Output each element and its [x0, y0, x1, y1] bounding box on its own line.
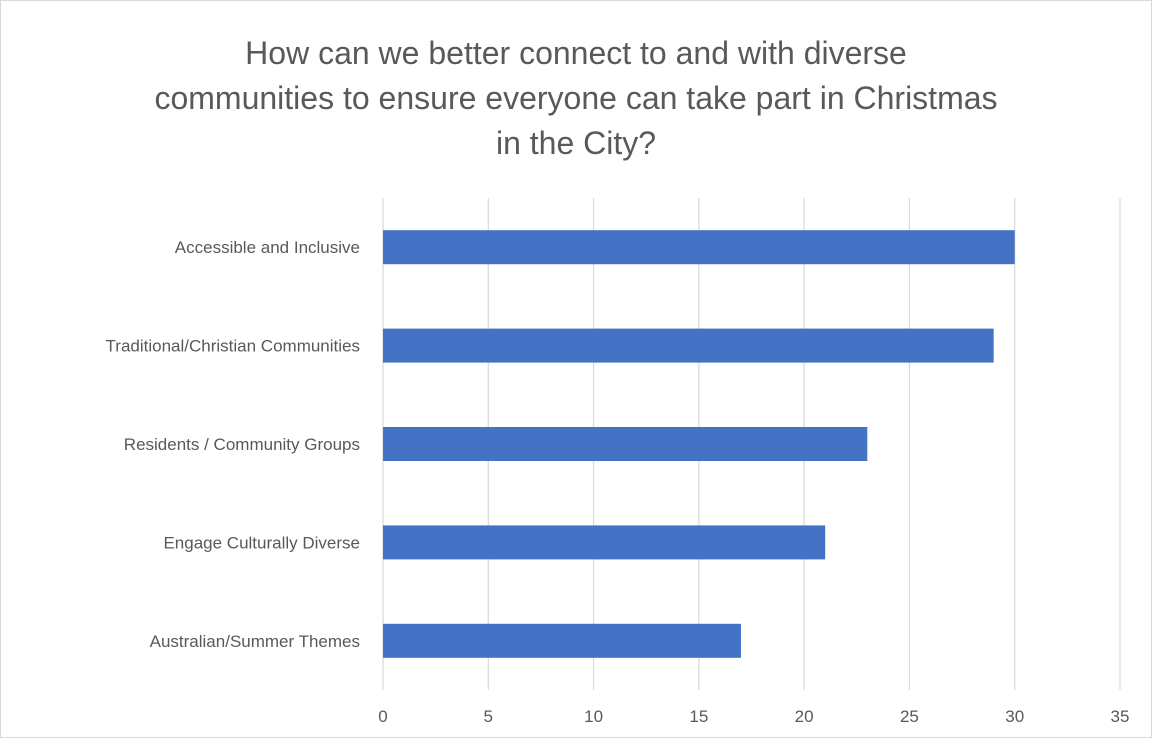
category-label: Traditional/Christian Communities: [106, 337, 360, 356]
x-tick-label: 20: [795, 707, 814, 726]
category-label: Australian/Summer Themes: [150, 632, 360, 651]
chart-title: How can we better connect to and with di…: [91, 31, 1061, 166]
x-tick-label: 35: [1111, 707, 1130, 726]
category-label: Accessible and Inclusive: [175, 238, 360, 257]
x-tick-label: 10: [584, 707, 603, 726]
chart-title-line-3: in the City?: [495, 125, 657, 161]
bar: [383, 427, 868, 461]
bar: [383, 525, 826, 560]
bar: [383, 328, 994, 363]
chart-title-line-1: How can we better connect to and with di…: [245, 35, 907, 71]
x-tick-label: 5: [484, 707, 493, 726]
chart-title-line-2: communities to ensure everyone can take …: [154, 80, 998, 116]
x-tick-label: 0: [378, 707, 387, 726]
category-label: Engage Culturally Diverse: [163, 533, 360, 552]
x-tick-label: 15: [689, 707, 708, 726]
bar: [383, 623, 741, 658]
x-tick-label: 30: [1005, 707, 1024, 726]
x-tick-label: 25: [900, 707, 919, 726]
bar: [383, 230, 1015, 265]
category-label: Residents / Community Groups: [124, 435, 360, 454]
